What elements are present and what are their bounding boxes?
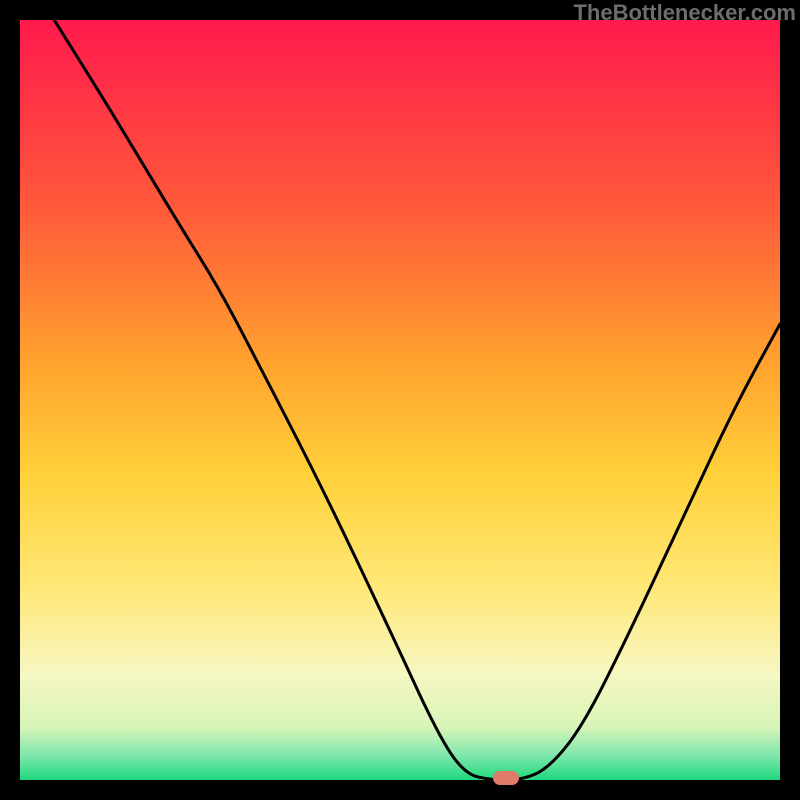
plot-area — [20, 20, 780, 780]
curve-path — [54, 20, 780, 780]
chart-container: TheBottlenecker.com — [0, 0, 800, 800]
bottleneck-curve — [20, 20, 780, 780]
optimal-marker — [493, 771, 519, 785]
watermark-text: TheBottlenecker.com — [573, 0, 796, 26]
